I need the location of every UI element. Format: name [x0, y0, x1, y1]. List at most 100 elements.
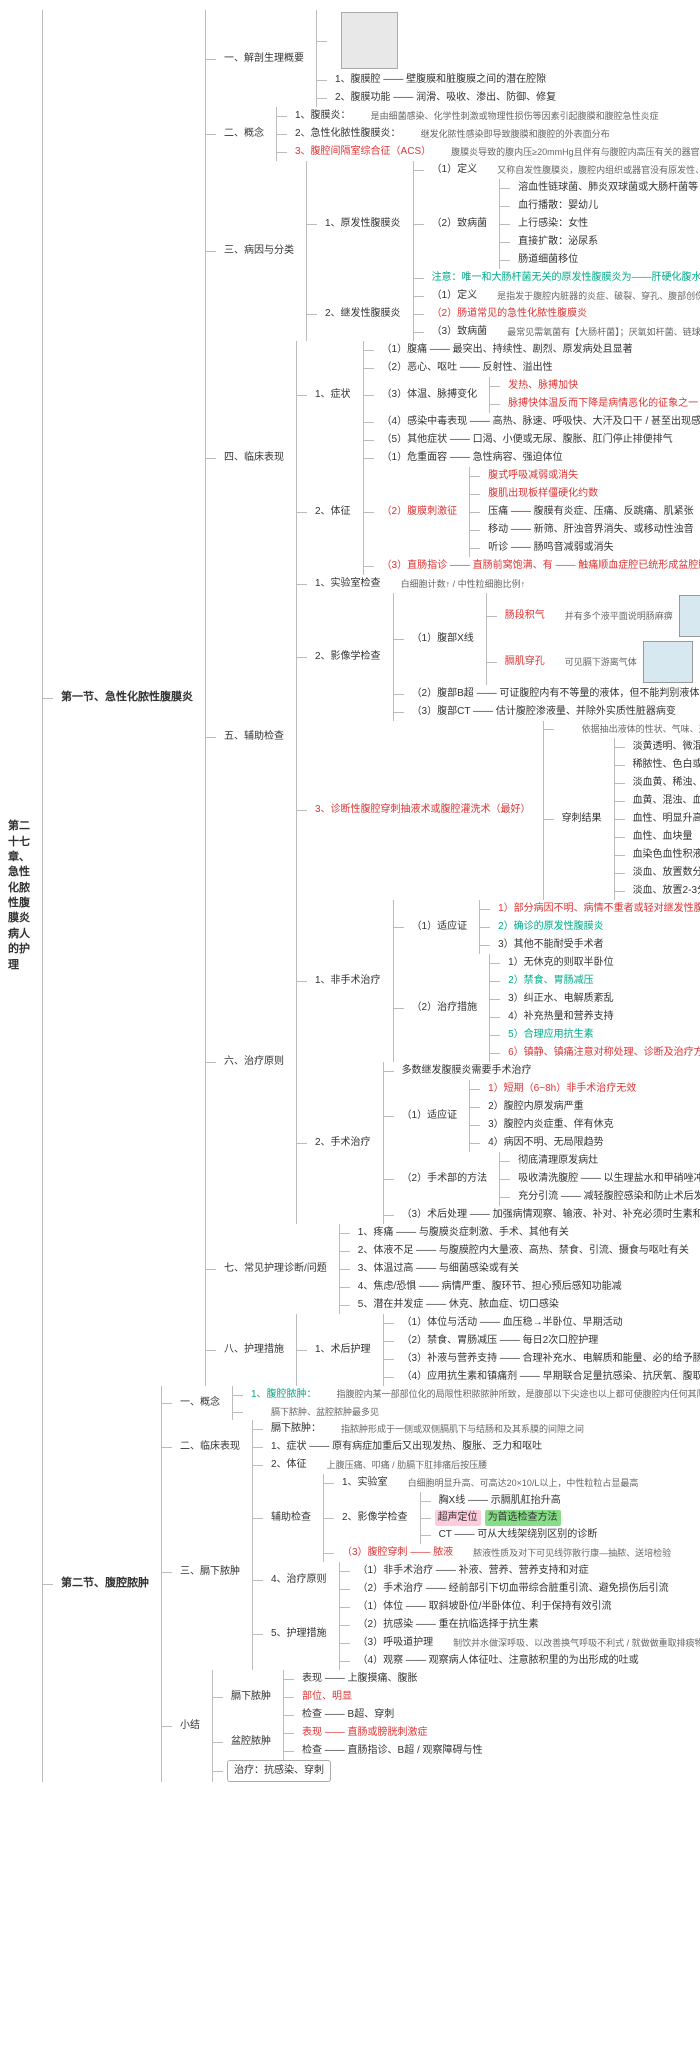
mindmap-node: 胸X线 —— 示膈肌舡抬升高 — [435, 1492, 565, 1510]
mindmap-node: 治疗：抗感染、穿刺 — [227, 1760, 331, 1782]
mindmap-node: 2、影像学检查 — [338, 1509, 412, 1527]
mindmap-node: 1、疼痛 —— 与腹膜炎症刺激、手术、其他有关 — [354, 1224, 573, 1242]
mindmap-node: （3）直肠指诊 —— 直肠前窝饱满、有 —— 触痛顺血症腔已统形成盆腔脓肿 — [378, 557, 700, 575]
mindmap-node: 充分引流 —— 减轻腹腔感染和防止术后发发脓腔所需 — [514, 1188, 700, 1206]
mindmap-node: （1）腹痛 —— 最突出、持续性、剧烈、原发病处且显著 — [378, 341, 637, 359]
mindmap-node: 3、体温过高 —— 与细菌感染或有关 — [354, 1260, 523, 1278]
mindmap-node: （1）非手术治疗 —— 补液、营养、营养支持和对症 — [354, 1562, 593, 1580]
mindmap-node: 上行感染：女性 — [514, 215, 592, 233]
mindmap-node: 辅助检查 — [267, 1509, 315, 1527]
mindmap-node: （3）腹腔穿刺 —— 脓液 — [338, 1544, 457, 1562]
mindmap-node — [558, 727, 566, 731]
mindmap-node: （4）观察 —— 观察病人体征吐、注意脓积里的为出形成的吐或 — [354, 1652, 643, 1670]
mindmap-node: 2、继发性腹膜炎 — [321, 305, 405, 323]
mindmap-node: 4）补充热量和营养支持 — [504, 1008, 618, 1026]
mindmap-node: （3）术后处理 —— 加强病情观察、输液、补对、补充必须时生素和治疗 — [398, 1206, 700, 1224]
mindmap-node: 六、治疗原则 — [220, 1053, 288, 1071]
sub-text: 上腹压痛、叩痛 / 肋膈下肛排痛后按压腰 — [323, 1457, 492, 1474]
sub-text: 白细胞计数↑ / 中性粒细胞比例↑ — [397, 576, 530, 593]
mindmap-node: （1）危重面容 —— 急性病容、强迫体位 — [378, 449, 567, 467]
mindmap-node: （2）肠道常见的急性化脓性腹膜炎 — [428, 305, 592, 323]
root-title: 第二十七章、急性化脓性腹膜炎病人的护理 — [4, 817, 34, 975]
mindmap-node: 彻底清理原发病灶 — [514, 1152, 602, 1170]
sub-text: 继发化脓性感染即导致腹膜和腹腔的外表面分布 — [417, 126, 614, 143]
text-node: 血黄、混浊、血粉多胆汁、无臭味 — [629, 792, 700, 810]
sub-text: 依据抽出液体的性状、气味、透明度、涂片镜检、培养结果等以及胃肠道的病理即所在区 — [578, 721, 700, 738]
mindmap-node: 5、潜在并发症 —— 休克、脓血症、切口感染 — [354, 1296, 563, 1314]
mindmap-node: 听诊 —— 肠鸣音减弱或消失 — [484, 539, 618, 557]
text-node: 淡血黄、稀浊、人称喷泉喜味西味 — [629, 774, 700, 792]
mindmap-node: 2、体征 — [311, 503, 355, 521]
mindmap-node: 2、急性化脓性腹膜炎： — [291, 125, 405, 143]
mindmap-node: 6）镇静、镇痛注意对称处理、诊断及治疗方面有难、可用镇静剂稳镇痛 — [504, 1044, 700, 1062]
text-node: 超声定位 — [435, 1510, 481, 1526]
mindmap-node: （1）体位 —— 取斜坡卧位/半卧体位、利于保持有效引流 — [354, 1598, 616, 1616]
mindmap-node: 三、膈下脓肿 — [176, 1563, 244, 1581]
mindmap-node: （1）适应证 — [408, 918, 472, 936]
mindmap-node: CT —— 可从大线架绕别区别的诊断 — [435, 1526, 602, 1544]
text-node: 血性、明显升高（测淀粉酶增量到） — [629, 810, 700, 828]
mindmap-node: 直接扩散：泌尿系 — [514, 233, 602, 251]
mindmap-node: 肠段积气 — [501, 607, 549, 625]
mindmap-node: 1、实验室检查 — [311, 575, 385, 593]
mindmap-node: 吸收清洗腹腔 —— 以生理盐水和甲硝唑冲洗腹腔 — [514, 1170, 700, 1188]
mindmap-node: 腹肌出现板样僵硬化约数 — [484, 485, 602, 503]
mindmap-node: 检查 —— B超、穿刺 — [298, 1706, 398, 1724]
sub-text: 脓液性质及对下可见线弥散行康—抽脓、送培检验 — [469, 1545, 675, 1562]
mindmap-node: 1）无休克的则取半卧位 — [504, 954, 618, 972]
mindmap-node: 溶血性链球菌、肺炎双球菌或大肠杆菌等 — [514, 179, 700, 197]
mindmap-node: 2）腹腔内原发病严重 — [484, 1098, 588, 1116]
mindmap-node: 5）合理应用抗生素 — [504, 1026, 598, 1044]
sub-text: 并有多个液平面说明肠麻痹 — [561, 608, 677, 625]
mindmap-node: 第一节、急性化脓性腹膜炎 — [57, 688, 197, 707]
mindmap-node: （2）腹部B超 —— 可证腹腔内有不等量的液体，但不能判别液体的性质 — [408, 685, 700, 703]
mindmap-node: （1）腹部X线 — [408, 630, 478, 648]
mindmap-node: 2、体液不足 —— 与腹膜腔内大量液、高热、禁食、引流、摄食与呕吐有关 — [354, 1242, 693, 1260]
mindmap-node: 1、腹膜腔 —— 壁腹膜和脏腹膜之间的潜在腔隙 — [331, 71, 550, 89]
sub-text: 是由细菌感染、化学性刺激或物理性损伤等因素引起腹膜和腹腔急性炎症 — [367, 108, 663, 125]
mindmap-node — [331, 39, 339, 43]
text-node: 血染色血性积液、渗出混 — [629, 846, 700, 864]
mindmap-node: 肠道细菌移位 — [514, 251, 582, 269]
mindmap-node: 1）部分病因不明、病情不重者或轻对继发性腹膜炎，病程>24h — [494, 900, 700, 918]
mindmap-node: 5、护理措施 — [267, 1625, 331, 1643]
mindmap-node: 注意：唯一和大肠杆菌无关的原发性腹膜炎为——肝硬化腹水 — [428, 269, 700, 287]
mindmap-node: 部位、明显 — [298, 1688, 356, 1706]
mindmap-node: 1、实验室 — [338, 1474, 392, 1492]
sub-text: 指脓肿形成于一侧或双侧膈肌下与结肠和及其系膜的间隙之间 — [337, 1421, 588, 1438]
mindmap-node: 二、概念 — [220, 125, 268, 143]
mindmap-node: 二、临床表现 — [176, 1438, 244, 1456]
mindmap-node: （4）感染中毒表现 —— 高热、脉速、呼吸快、大汗及口干 / 甚至出现感染性休克 — [378, 413, 700, 431]
mindmap-node: 膈肌穿孔 — [501, 653, 549, 671]
mindmap-node: 3）纠正水、电解质紊乱 — [504, 990, 618, 1008]
mindmap-node: 1、术后护理 — [311, 1341, 375, 1359]
text-node: 稀脓性、色白或黄、稽有类便味或稀水 — [629, 756, 700, 774]
mindmap-node: （2）恶心、呕吐 —— 反射性、溢出性 — [378, 359, 557, 377]
mindmap-node: 3）其他不能耐受手术者 — [494, 936, 608, 954]
mindmap-node: （2）抗感染 —— 重在抗临选择于抗生素 — [354, 1616, 543, 1634]
mindmap-node: 血行播散：婴幼儿 — [514, 197, 602, 215]
mindmap-node: （2）致病菌 — [428, 215, 492, 233]
sub-text: 是指发于腹腔内脏器的炎症、破裂、穿孔、腹部创伤或手术后的大量细菌及消化液或囊入腹… — [493, 288, 700, 305]
figure-image — [679, 595, 700, 637]
mindmap-node: 2、影像学检查 — [311, 648, 385, 666]
mindmap-node: （1）定义 — [428, 161, 482, 179]
mindmap-node: 检查 —— 直肠指诊、B超 / 观察障碍与性 — [298, 1742, 487, 1760]
mindmap-node: 一、解剖生理概要 — [220, 50, 308, 68]
mindmap-node: 盆腔脓肿 — [227, 1733, 275, 1751]
mindmap-node: 压痛 —— 腹膜有炎症、压痛、反跳痛、肌紧张 — [484, 503, 698, 521]
mindmap-node: 一、概念 — [176, 1394, 224, 1412]
mindmap-node: （2）手术部的方法 — [398, 1170, 492, 1188]
mindmap-node: 2）确诊的原发性腹膜炎 — [494, 918, 608, 936]
mindmap-node: 3、诊断性腹腔穿刺抽液术或腹腔灌洗术（最好） — [311, 801, 535, 819]
mindmap-node: 4）病因不明、无局限趋势 — [484, 1134, 608, 1152]
mindmap-node: 3、腹腔间隔室综合征（ACS） — [291, 143, 435, 161]
sub-text: 又称自发性腹膜炎，腹腔内组织或器官没有原发性、临床少见 — [493, 162, 700, 179]
mindmap-node: 腹式呼吸减弱或消失 — [484, 467, 582, 485]
mindmap-node: 1、腹膜炎： — [291, 107, 355, 125]
sub-text: 最常见需氧菌有【大肠杆菌】；厌氧如杆菌、链球菌、变形杆菌等 / 其次为厌氧菌、奇… — [503, 324, 700, 341]
mindmap-node: （4）应用抗生素和镇痛剂 —— 早期联合足量抗感染、抗厌氧、腹取内溶后 — [398, 1368, 700, 1386]
mindmap-node: （3）补液与营养支持 —— 合理补充水、电解质和能量、必的给予肠内、肠外营养 — [398, 1350, 700, 1368]
mindmap-node: （5）其他症状 —— 口渴、小便或无尿、腹胀、肛门停止排便排气 — [378, 431, 677, 449]
mindmap-node: （2）手术治疗 —— 经前部引下切血带综合脏重引流、避免损伤后引流 — [354, 1580, 673, 1598]
